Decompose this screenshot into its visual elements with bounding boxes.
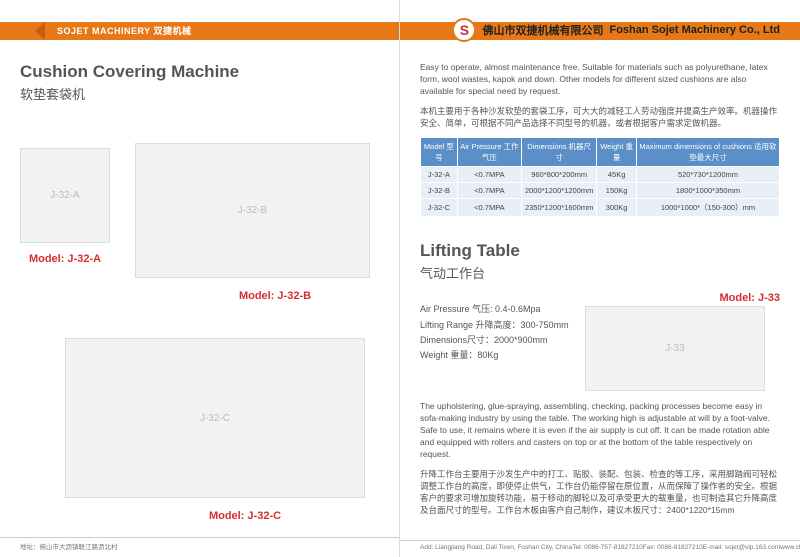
table-row: J-32-A<0.7MPA960*800*200mm45Kg520*730*12… <box>421 167 780 183</box>
cushion-desc-en: Easy to operate, almost maintenance free… <box>420 62 780 98</box>
lifting-specs: Air Pressure 气压: 0.4-0.6Mpa Lifting Rang… <box>420 302 575 363</box>
table-cell: J-32-C <box>421 199 458 217</box>
th-max: Maximum dimensions of cushions 适用软垫最大尺寸 <box>636 138 779 167</box>
spec-dim: Dimensions尺寸：2000*900mm <box>420 333 575 348</box>
cushion-title-zh: 软垫套袋机 <box>20 84 379 103</box>
table-cell: <0.7MPA <box>457 199 521 217</box>
company-logo-row: S 佛山市双捷机械有限公司 Foshan Sojet Machinery Co.… <box>452 18 780 42</box>
label-j32a: Model: J-32-A <box>20 253 110 265</box>
label-j32c: Model: J-32-C <box>170 510 320 522</box>
footer-tel: Tel: 0086-757-81827210 <box>572 544 642 551</box>
table-cell: J-32-A <box>421 167 458 183</box>
table-cell: 45Kg <box>597 167 637 183</box>
lifting-desc-zh: 升降工作台主要用于沙发生产中的打工、贴胶、装配、包装、检查的等工序，采用脚踏阀可… <box>420 469 780 517</box>
lifting-title-zh: 气动工作台 <box>420 263 780 282</box>
table-cell: 960*800*200mm <box>522 167 597 183</box>
table-cell: 520*730*1200mm <box>636 167 779 183</box>
image-j33: J-33 <box>585 306 765 391</box>
table-cell: 2350*1200*1600mm <box>522 199 597 217</box>
right-footer: Add: Liangjiang Road, Dali Town, Foshan … <box>400 540 800 551</box>
brand-tag: SOJET MACHINERY 双捷机械 <box>45 22 204 40</box>
spec-range: Lifting Range 升降高度：300-750mm <box>420 318 575 333</box>
footer-web: www.chinasojet.com <box>780 544 800 551</box>
footer-email: E-mail: sojet@vip.163.com <box>703 544 780 551</box>
footer-addr-zh: 地址：佛山市大沥镇联江路沥北村 <box>20 541 118 551</box>
lifting-desc-en: The upholstering, glue-spraying, assembl… <box>420 401 780 460</box>
table-row: J-32-C<0.7MPA2350*1200*1600mm300Kg1000*1… <box>421 199 780 217</box>
table-cell: 1000*1000*（150-300）mm <box>636 199 779 217</box>
lifting-section: Lifting Table 气动工作台 Air Pressure 气压: 0.4… <box>420 241 780 516</box>
logo-icon: S <box>452 18 476 42</box>
table-cell: J-32-B <box>421 183 458 199</box>
spec-air: Air Pressure 气压: 0.4-0.6Mpa <box>420 302 575 317</box>
table-cell: 2000*1200*1200mm <box>522 183 597 199</box>
th-dim: Dimensions 机器尺寸 <box>522 138 597 167</box>
table-cell: 300Kg <box>597 199 637 217</box>
table-cell: 1800*1000*350mm <box>636 183 779 199</box>
table-cell: <0.7MPA <box>457 167 521 183</box>
th-model: Model 型号 <box>421 138 458 167</box>
right-page: S 佛山市双捷机械有限公司 Foshan Sojet Machinery Co.… <box>400 0 800 557</box>
company-en: Foshan Sojet Machinery Co., Ltd <box>609 24 780 36</box>
spec-weight: Weight 重量：80Kg <box>420 348 575 363</box>
lifting-model-label: Model: J-33 <box>585 292 780 304</box>
table-cell: <0.7MPA <box>457 183 521 199</box>
left-footer: 地址：佛山市大沥镇联江路沥北村 <box>0 537 399 551</box>
image-j32a: J-32-A <box>20 148 110 243</box>
label-j32b: Model: J-32-B <box>200 290 350 302</box>
right-body: Easy to operate, almost maintenance free… <box>420 62 780 516</box>
spec-table: Model 型号 Air Pressure 工作气压 Dimensions 机器… <box>420 137 780 217</box>
cushion-title: Cushion Covering Machine <box>20 62 379 82</box>
company-zh: 佛山市双捷机械有限公司 <box>482 22 603 38</box>
cushion-desc-zh: 本机主要用于各种沙发软垫的套袋工序，可大大的减轻工人劳动强度并提高生产效率。机器… <box>420 106 780 130</box>
lifting-image-wrap: Model: J-33 J-33 <box>585 292 780 391</box>
left-page: SOJET MACHINERY 双捷机械 Cushion Covering Ma… <box>0 0 400 557</box>
table-cell: 150Kg <box>597 183 637 199</box>
th-air: Air Pressure 工作气压 <box>457 138 521 167</box>
table-row: J-32-B<0.7MPA2000*1200*1200mm150Kg1800*1… <box>421 183 780 199</box>
lifting-title: Lifting Table <box>420 241 780 261</box>
page-spread: SOJET MACHINERY 双捷机械 Cushion Covering Ma… <box>0 0 800 557</box>
image-j32c: J-32-C <box>65 338 365 498</box>
image-j32b: J-32-B <box>135 143 370 278</box>
footer-addr-en: Add: Liangjiang Road, Dali Town, Foshan … <box>420 544 572 551</box>
th-weight: Weight 重量 <box>597 138 637 167</box>
footer-fax: Fax: 0086-81827210 <box>643 544 703 551</box>
cushion-images: J-32-A Model: J-32-A J-32-B Model: J-32-… <box>20 113 379 533</box>
